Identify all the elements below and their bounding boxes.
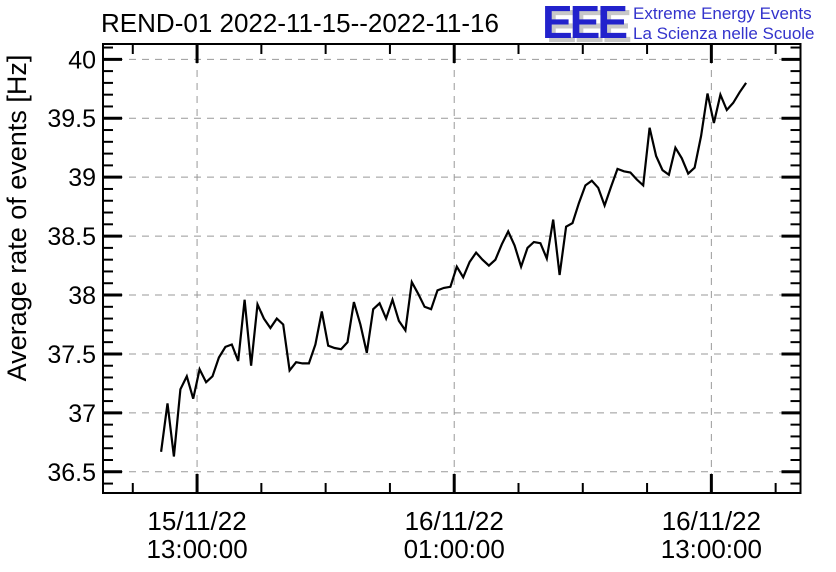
y-tick-label: 39	[68, 164, 96, 192]
x-tick-time-label: 01:00:00	[404, 534, 505, 564]
y-tick-label: 38.5	[47, 223, 96, 251]
y-tick-label: 40	[68, 46, 96, 74]
rate-line	[160, 82, 748, 457]
eee-logo-line2: La Scienza nelle Scuole	[633, 24, 815, 44]
axis-labels: 36.53737.53838.53939.54015/11/2213:00:00…	[47, 46, 762, 564]
x-tick-date-label: 16/11/22	[405, 506, 504, 536]
y-tick-label: 39.5	[47, 105, 96, 133]
y-tick-label: 36.5	[47, 459, 96, 487]
eee-logo-acronym: EEE	[542, 0, 628, 48]
y-tick-label: 38	[68, 282, 96, 310]
tick-layer	[103, 44, 801, 493]
grid-layer	[103, 44, 801, 493]
x-tick-time-label: 13:00:00	[146, 534, 247, 564]
x-tick-date-label: 16/11/22	[662, 506, 761, 536]
eee-logo-line1: Extreme Energy Events	[633, 4, 812, 23]
plot-frame	[102, 43, 802, 494]
y-tick-label: 37.5	[47, 341, 96, 369]
x-tick-date-label: 15/11/22	[147, 506, 246, 536]
chart-title: REND-01 2022-11-15--2022-11-16	[101, 8, 499, 38]
y-axis-title: Average rate of events [Hz]	[2, 54, 32, 382]
y-tick-label: 37	[68, 400, 96, 428]
x-tick-time-label: 13:00:00	[661, 534, 762, 564]
eee-logo-text: Extreme Energy Events La Scienza nelle S…	[633, 1, 814, 44]
eee-logo: EEE Extreme Energy Events La Scienza nel…	[542, 0, 815, 48]
